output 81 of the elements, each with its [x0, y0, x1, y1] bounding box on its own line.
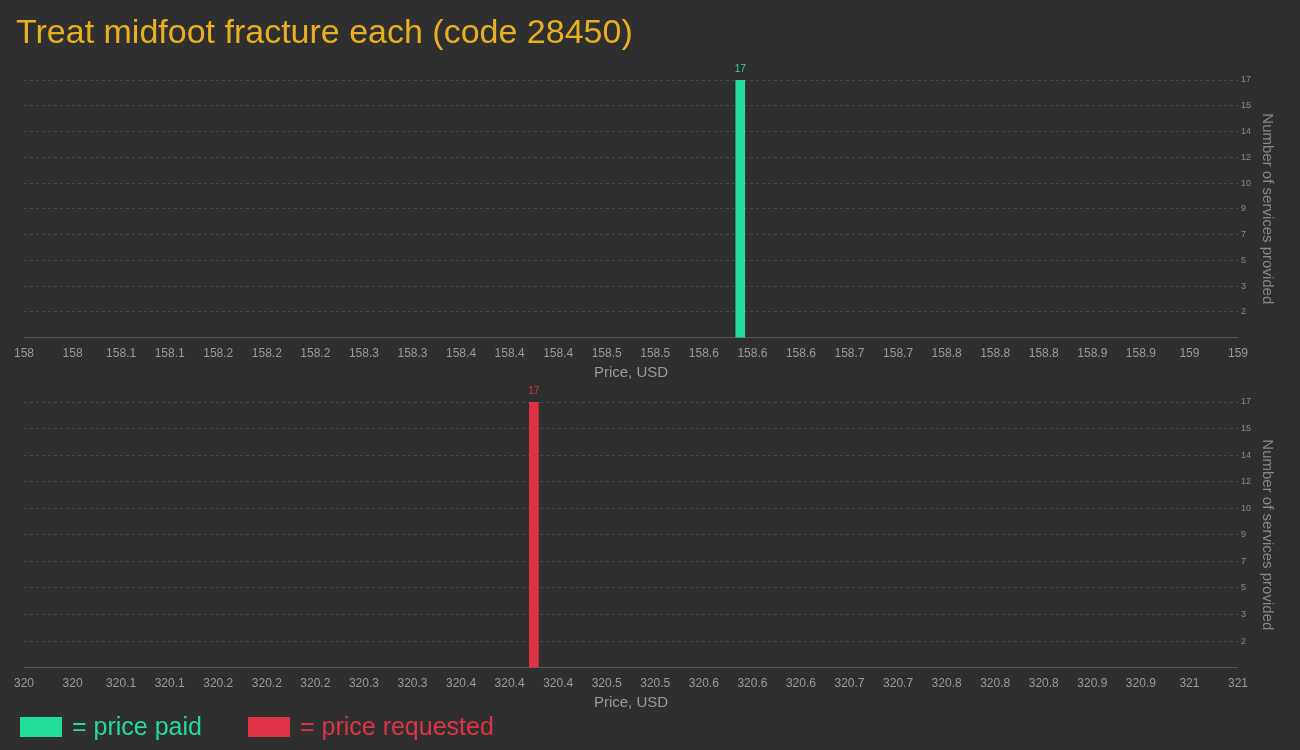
x-tick-label: 320.3 [397, 676, 428, 691]
x-axis-title: Price, USD [593, 693, 669, 711]
x-tick-label: 320.8 [1028, 676, 1060, 691]
x-tick-label: 320.4 [494, 676, 525, 691]
x-tick-label: 320.5 [640, 676, 671, 691]
x-tick-label: 320.6 [688, 676, 720, 691]
x-tick-label: 320.3 [348, 676, 380, 691]
x-tick-label: 158.6 [737, 346, 768, 361]
data-label: 17 [528, 384, 540, 396]
y-tick-label: 5 [1240, 254, 1246, 265]
data-label: 17 [734, 62, 747, 74]
y-tick-label: 9 [1240, 203, 1246, 214]
y-tick-label: 17 [1240, 396, 1251, 407]
x-tick-label: 158.8 [931, 346, 962, 361]
legend-label: = price requested [299, 712, 494, 741]
y-tick-label: 7 [1240, 555, 1246, 566]
x-tick-label: 158.3 [348, 346, 380, 361]
x-tick-label: 320.2 [251, 676, 283, 691]
x-tick-label: 158.6 [785, 346, 817, 361]
y-tick-label: 14 [1240, 449, 1251, 460]
x-tick-label: 320.1 [154, 676, 186, 691]
x-tick-label: 158.9 [1125, 346, 1157, 361]
y-tick-label: 9 [1240, 529, 1246, 540]
x-tick-label: 320.6 [785, 676, 817, 691]
x-tick-label: 158.4 [543, 346, 574, 361]
x-tick-label: 320.8 [980, 676, 1011, 691]
x-tick-label: 159 [1179, 346, 1200, 361]
x-tick-label: 158.1 [154, 346, 186, 361]
y-tick-label: 12 [1240, 476, 1251, 487]
y-tick-label: 2 [1240, 306, 1246, 317]
y-tick-label: 3 [1240, 608, 1246, 619]
x-tick-label: 158.2 [300, 346, 331, 361]
x-tick-label: 158.8 [1028, 346, 1060, 361]
x-tick-label: 320.1 [106, 676, 137, 691]
x-axis-title: Price, USD [593, 363, 669, 381]
y-tick-label: 3 [1240, 280, 1246, 291]
x-tick-label: 159 [1227, 346, 1249, 361]
x-tick-label: 320.7 [834, 676, 865, 691]
x-tick-label: 158 [62, 346, 83, 361]
y-tick-label: 15 [1240, 423, 1251, 434]
x-tick-label: 158.3 [397, 346, 428, 361]
y-tick-label: 15 [1240, 100, 1251, 111]
x-tick-label: 158.1 [106, 346, 137, 361]
y-tick-label: 10 [1240, 502, 1251, 513]
x-tick-label: 320.9 [1077, 676, 1108, 691]
y-axis-title: Number of services provided [1259, 113, 1277, 305]
x-tick-label: 320 [13, 676, 35, 691]
x-tick-label: 321 [1179, 676, 1200, 691]
y-tick-label: 5 [1240, 582, 1246, 593]
x-tick-label: 158.5 [591, 346, 623, 361]
x-tick-label: 320.2 [203, 676, 234, 691]
x-tick-label: 320.4 [543, 676, 574, 691]
y-axis-title: Number of services provided [1259, 439, 1277, 631]
legend-label: = price paid [72, 712, 202, 741]
x-tick-label: 158.4 [494, 346, 525, 361]
x-tick-label: 158.9 [1077, 346, 1108, 361]
x-tick-label: 158.2 [251, 346, 283, 361]
x-tick-label: 158.7 [883, 346, 914, 361]
x-tick-label: 158.8 [980, 346, 1011, 361]
y-tick-label: 10 [1240, 177, 1251, 188]
x-tick-label: 158.2 [203, 346, 234, 361]
x-tick-label: 158.6 [688, 346, 720, 361]
y-tick-label: 12 [1240, 151, 1251, 162]
x-tick-label: 320.2 [300, 676, 331, 691]
y-tick-label: 17 [1240, 74, 1251, 85]
x-tick-label: 320 [62, 676, 83, 691]
x-tick-label: 320.7 [883, 676, 914, 691]
y-tick-label: 7 [1240, 229, 1246, 240]
x-tick-label: 320.8 [931, 676, 962, 691]
x-tick-label: 320.6 [737, 676, 768, 691]
x-tick-label: 320.4 [446, 676, 477, 691]
chart-title: Treat midfoot fracture each (code 28450) [15, 11, 634, 52]
y-tick-label: 2 [1240, 635, 1246, 646]
x-tick-label: 158.5 [640, 346, 671, 361]
x-tick-label: 320.5 [591, 676, 623, 691]
x-tick-label: 158 [13, 346, 35, 361]
y-tick-label: 14 [1240, 126, 1251, 136]
x-tick-label: 321 [1227, 676, 1249, 691]
x-tick-label: 320.9 [1125, 676, 1157, 691]
x-tick-label: 158.7 [834, 346, 865, 361]
x-tick-label: 158.4 [446, 346, 477, 361]
